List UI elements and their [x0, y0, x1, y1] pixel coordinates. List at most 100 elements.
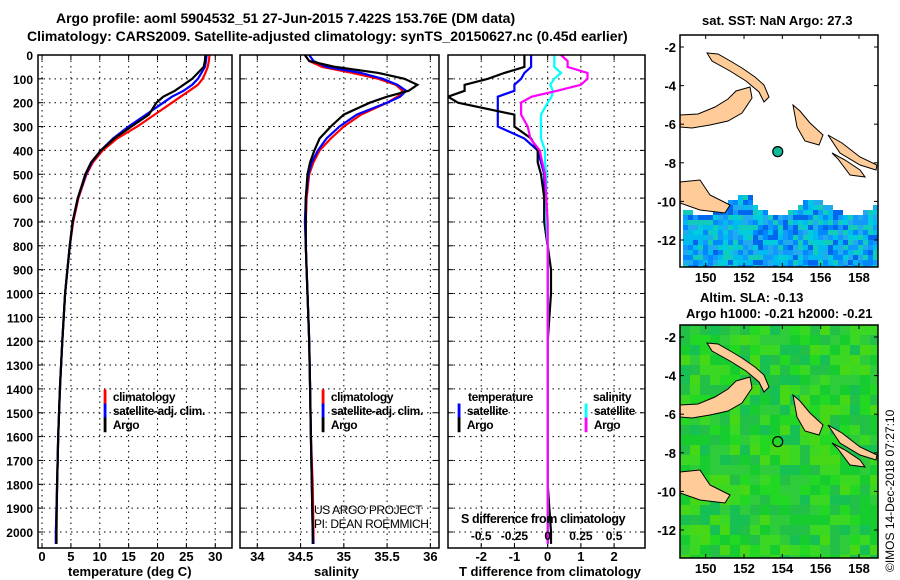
sla-cell	[740, 425, 750, 435]
sst-cell	[753, 220, 758, 225]
sla-cell	[760, 325, 770, 335]
sla-cell	[760, 345, 770, 355]
sla-cell	[750, 435, 760, 445]
sla-cell	[740, 345, 750, 355]
series-line-argo	[304, 55, 420, 544]
sst-cell	[738, 195, 743, 200]
sst-cell	[738, 245, 743, 250]
sst-cell	[798, 220, 803, 225]
sst-cell	[783, 265, 788, 267]
sla-cell	[750, 375, 760, 385]
x2-tick-label: 0	[544, 529, 551, 543]
sst-cell	[698, 240, 703, 245]
sla-cell	[760, 515, 770, 525]
sst-cell	[863, 210, 868, 215]
sst-cell	[823, 235, 828, 240]
sst-cell	[733, 235, 738, 240]
sst-cell	[723, 235, 728, 240]
sla-cell	[700, 445, 710, 455]
sla-cell	[850, 395, 860, 405]
sla-cell	[770, 385, 780, 395]
sla-cell	[700, 325, 710, 335]
sst-cell	[858, 225, 863, 230]
sst-cell	[818, 205, 823, 210]
sst-cell	[753, 245, 758, 250]
sst-cell	[693, 265, 698, 267]
sst-cell	[733, 240, 738, 245]
series-line-satellite-adj-clim-	[54, 55, 208, 544]
sla-cell	[730, 525, 740, 535]
lat-tick-label: -10	[657, 194, 676, 209]
sla-cell	[760, 535, 770, 545]
sst-cell	[763, 215, 768, 220]
sla-cell	[690, 445, 700, 455]
sla-cell	[760, 335, 770, 345]
sla-cell	[770, 555, 780, 558]
depth-tick-label: 1400	[6, 383, 33, 397]
sst-cell	[848, 265, 853, 267]
sla-cell	[710, 555, 720, 558]
sla-map-title-line2: Argo h1000: -0.21 h2000: -0.21	[686, 306, 873, 321]
sst-cell	[753, 215, 758, 220]
sst-cell	[828, 235, 833, 240]
sla-cell	[860, 545, 870, 555]
legend-label: satellite-adj. clim.	[112, 404, 205, 418]
sst-cell	[768, 215, 773, 220]
sla-cell	[830, 515, 840, 525]
sst-cell	[778, 255, 783, 260]
sst-cell	[808, 235, 813, 240]
sst-cell	[788, 220, 793, 225]
sst-cell	[748, 250, 753, 255]
sst-cell	[718, 255, 723, 260]
sla-cell	[720, 535, 730, 545]
series-line-climatology	[304, 55, 405, 544]
sla-cell	[840, 525, 850, 535]
sla-cell	[770, 445, 780, 455]
sla-cell	[790, 415, 800, 425]
sst-cell	[828, 220, 833, 225]
sla-cell	[800, 355, 810, 365]
land-mass	[827, 134, 878, 171]
sla-cell	[680, 415, 690, 425]
sla-cell	[680, 465, 690, 475]
sst-cell	[828, 225, 833, 230]
sst-cell	[733, 260, 738, 265]
sst-cell	[848, 230, 853, 235]
sst-cell	[793, 255, 798, 260]
sla-cell	[870, 345, 878, 355]
sst-cell	[813, 255, 818, 260]
sst-cell	[753, 250, 758, 255]
sst-cell	[738, 250, 743, 255]
sst-cell	[693, 240, 698, 245]
sst-cell	[808, 255, 813, 260]
sla-cell	[830, 485, 840, 495]
sst-cell	[818, 240, 823, 245]
x-tick-label: 1	[577, 549, 584, 564]
sst-cell	[698, 260, 703, 265]
sla-cell	[690, 345, 700, 355]
sst-cell	[863, 255, 868, 260]
sla-cell	[870, 515, 878, 525]
legend-label: Argo	[112, 418, 140, 432]
sla-cell	[870, 385, 878, 395]
sla-cell	[850, 495, 860, 505]
sst-cell	[873, 215, 878, 220]
sla-cell	[840, 325, 850, 335]
sla-cell	[870, 375, 878, 385]
sst-cell	[708, 255, 713, 260]
sst-cell	[788, 240, 793, 245]
sla-cell	[740, 335, 750, 345]
sla-cell	[870, 335, 878, 345]
sst-cell	[833, 215, 838, 220]
lon-tick-label: 154	[771, 561, 793, 576]
sla-cell	[690, 425, 700, 435]
sla-cell	[790, 485, 800, 495]
sst-cell	[693, 250, 698, 255]
sst-cell	[803, 260, 808, 265]
sla-cell	[840, 365, 850, 375]
sst-cell	[828, 205, 833, 210]
sst-cell	[758, 210, 763, 215]
sst-cell	[698, 255, 703, 260]
sst-cell	[738, 235, 743, 240]
sla-cell	[810, 505, 820, 515]
